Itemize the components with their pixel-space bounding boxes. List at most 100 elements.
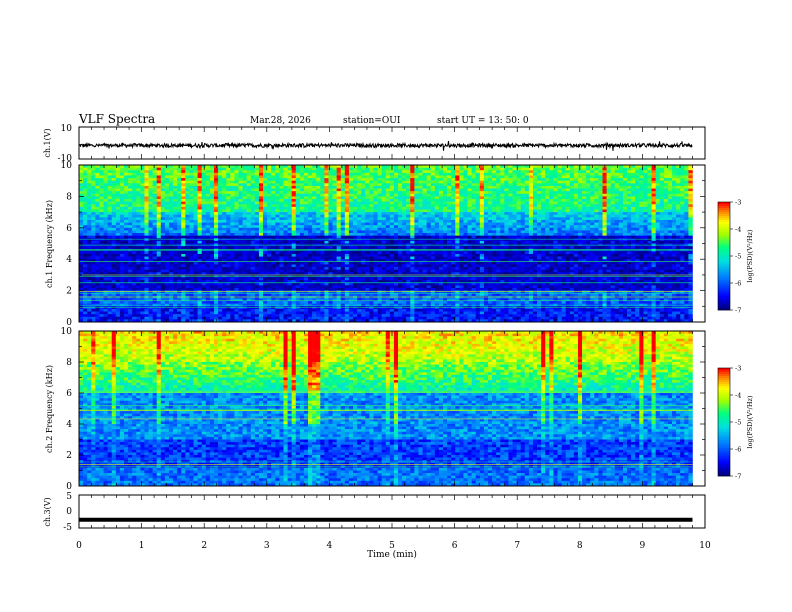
spectrogram-cell <box>230 193 235 197</box>
spectrogram-cell <box>537 196 542 200</box>
spectrogram-cell <box>107 196 113 200</box>
spectrogram-cell <box>520 185 526 189</box>
spectrogram-cell <box>545 219 550 223</box>
spectrogram-cell <box>91 165 96 168</box>
spectrogram-cell <box>357 183 362 187</box>
spectrogram-cell <box>246 188 252 192</box>
spectrogram-cell <box>688 193 693 197</box>
spectrogram-cell <box>492 238 497 242</box>
spectrogram-cell <box>602 167 607 171</box>
spectrogram-cell <box>168 180 174 184</box>
spectrogram-cell <box>577 167 583 171</box>
spectrogram-cell <box>79 167 84 171</box>
spectrogram-cell <box>385 209 391 213</box>
spectrogram-cell <box>602 172 607 176</box>
spectrogram-cell <box>561 246 566 250</box>
spectrogram-cell <box>618 191 624 195</box>
spectrogram-cell <box>569 233 575 236</box>
spectrogram-cell <box>185 196 190 200</box>
spectrogram-cell <box>107 217 113 221</box>
spectrogram-cell <box>99 238 104 242</box>
spectrogram-cell <box>455 167 460 171</box>
spectrogram-cell <box>459 199 464 202</box>
spectrogram-cell <box>659 233 665 236</box>
spectrogram-cell <box>303 191 309 195</box>
spectrogram-cell <box>389 199 395 202</box>
spectrogram-cell <box>643 227 648 231</box>
spectrogram-cell <box>353 199 358 202</box>
spectrogram-cell <box>87 246 92 250</box>
spectrogram-cell <box>353 235 358 239</box>
spectrogram-cell <box>275 212 280 216</box>
spectrogram-cell <box>676 233 681 236</box>
spectrogram-cell <box>463 183 468 187</box>
spectrogram-cell <box>275 222 280 226</box>
spectrogram-cell <box>389 230 395 234</box>
spectrogram-cell <box>107 185 113 189</box>
spectrogram-cell <box>504 185 509 189</box>
spectrogram-cell <box>577 170 583 174</box>
spectrogram-cell <box>389 206 395 210</box>
spectrogram-cell <box>631 180 636 184</box>
spectrogram-cell <box>496 240 501 244</box>
spectrogram-cell <box>483 227 489 231</box>
spectrogram-cell <box>79 193 84 197</box>
spectrogram-cell <box>508 217 513 221</box>
spectrogram-cell <box>598 183 603 187</box>
spectrogram-cell <box>336 196 342 200</box>
spectrogram-cell <box>303 235 309 239</box>
spectrogram-cell <box>373 183 378 187</box>
spectrogram-cell <box>164 180 170 184</box>
spectrogram-cell <box>344 165 350 168</box>
spectrogram-cell <box>627 227 632 231</box>
spectrogram-cell <box>103 222 108 226</box>
spectrogram-cell <box>348 214 354 218</box>
spectrogram-cell <box>508 185 513 189</box>
spectrogram-cell <box>365 217 370 221</box>
spectrogram-cell <box>590 209 595 213</box>
spectrogram-cell <box>173 172 178 176</box>
spectrogram-cell <box>308 209 313 213</box>
spectrogram-cell <box>504 165 509 168</box>
spectrogram-cell <box>524 240 530 244</box>
spectrogram-cell <box>553 199 558 202</box>
spectrogram-cell <box>185 199 190 202</box>
spectrogram-cell <box>659 185 665 189</box>
spectrogram-cell <box>606 196 611 200</box>
spectrogram-cell <box>119 206 125 210</box>
spectrogram-cell <box>258 167 264 171</box>
spectrogram-cell <box>291 175 297 179</box>
spectrogram-cell <box>185 180 190 184</box>
spectrogram-cell <box>340 188 346 192</box>
spectrogram-cell <box>201 233 207 236</box>
spectrogram-cell <box>590 185 595 189</box>
spectrogram-cell <box>316 246 321 250</box>
spectrogram-cell <box>676 222 681 226</box>
spectrogram-cell <box>537 230 542 234</box>
spectrogram-cell <box>602 212 607 216</box>
spectrogram-cell <box>610 185 616 189</box>
spectrogram-cell <box>516 217 522 221</box>
spectrogram-cell <box>160 170 166 174</box>
spectrogram-cell <box>226 183 231 187</box>
spectrogram-cell <box>545 170 550 174</box>
spectrogram-cell <box>91 214 96 218</box>
spectrogram-cell <box>496 188 501 192</box>
spectrogram-cell <box>263 230 268 234</box>
spectrogram-cell <box>573 193 579 197</box>
spectrogram-cell <box>348 248 354 252</box>
spectrogram-cell <box>324 199 329 202</box>
spectrogram-cell <box>528 170 534 174</box>
spectrogram-cell <box>324 165 329 168</box>
spectrogram-cell <box>136 165 141 168</box>
spectrogram-cell <box>156 185 162 189</box>
spectrogram-cell <box>332 204 337 208</box>
spectrogram-cell <box>348 246 354 250</box>
spectrogram-cell <box>254 214 260 218</box>
spectrogram-cell <box>193 240 198 244</box>
spectrogram-cell <box>545 188 550 192</box>
spectrogram-cell <box>222 217 227 221</box>
spectrogram-cell <box>123 165 129 168</box>
spectrogram-cell <box>430 238 436 242</box>
spectrogram-cell <box>463 188 468 192</box>
